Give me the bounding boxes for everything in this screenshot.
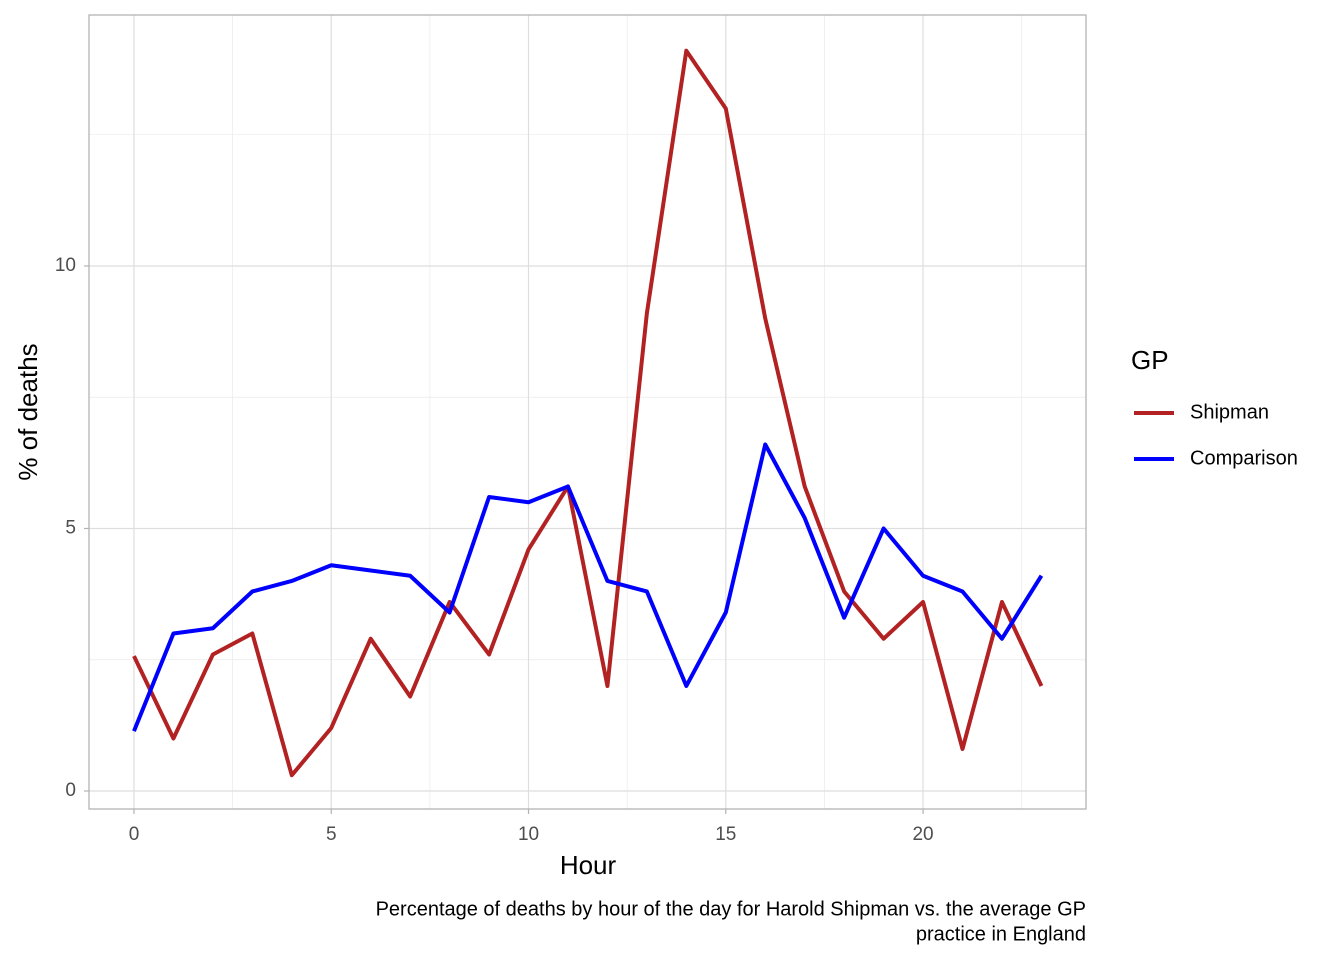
caption: Percentage of deaths by hour of the day … xyxy=(376,898,1086,920)
x-tick-label: 0 xyxy=(129,824,140,845)
y-axis-title: % of deaths xyxy=(13,343,43,480)
y-tick-label: 0 xyxy=(65,780,76,801)
x-tick-label: 20 xyxy=(912,824,933,845)
legend-label: Shipman xyxy=(1190,401,1269,423)
series-line xyxy=(132,442,1044,732)
x-tick-label: 15 xyxy=(715,824,736,845)
x-tick-label: 5 xyxy=(326,824,337,845)
caption: practice in England xyxy=(916,923,1086,945)
y-tick-label: 10 xyxy=(55,255,76,276)
x-tick-label: 10 xyxy=(518,824,539,845)
series-line xyxy=(132,48,1044,778)
legend-label: Comparison xyxy=(1190,447,1298,469)
y-tick-label: 5 xyxy=(65,517,76,538)
panel-border xyxy=(88,14,1087,810)
x-axis-title: Hour xyxy=(560,850,617,880)
legend-title: GP xyxy=(1131,345,1169,375)
